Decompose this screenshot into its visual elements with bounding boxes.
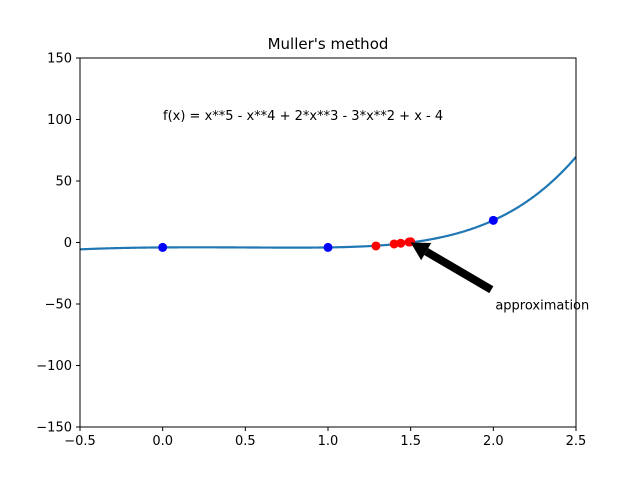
function-curve-layer bbox=[80, 156, 576, 251]
x-tick-label-6: 2.5 bbox=[566, 434, 587, 449]
y-tick-label-3: 0 bbox=[64, 236, 72, 251]
annotation-arrow-shaft bbox=[424, 248, 494, 294]
y-tick-label-0: −150 bbox=[36, 421, 72, 436]
data-point-s1-0 bbox=[371, 241, 381, 251]
data-point-s0-1 bbox=[323, 242, 333, 252]
chart-title: Muller's method bbox=[268, 35, 389, 53]
x-tick-label-1: 0.0 bbox=[152, 434, 173, 449]
function-curve bbox=[80, 156, 576, 251]
annotation-layer: approximation bbox=[410, 242, 589, 314]
y-tick-label-1: −100 bbox=[36, 359, 72, 374]
x-tick-label-5: 2.0 bbox=[483, 434, 504, 449]
x-tick-label-3: 1.0 bbox=[318, 434, 339, 449]
data-point-s0-0 bbox=[158, 242, 168, 252]
function-label: f(x) = x**5 - x**4 + 2*x**3 - 3*x**2 + x… bbox=[163, 109, 443, 124]
x-tick-label-2: 0.5 bbox=[235, 434, 256, 449]
y-tick-label-6: 150 bbox=[47, 52, 72, 67]
x-tick-label-0: −0.5 bbox=[64, 434, 96, 449]
axes-layer: −0.5 0.0 0.5 1.0 1.5 2.0 2.5 −150 −100 −50 0 50 100 1… bbox=[36, 52, 586, 450]
y-tick-label-2: −50 bbox=[45, 298, 72, 313]
data-point-s0-2 bbox=[488, 215, 498, 225]
data-points-layer bbox=[158, 215, 498, 252]
x-tick-label-4: 1.5 bbox=[400, 434, 421, 449]
annotation-text: approximation bbox=[495, 299, 589, 314]
annotation-arrow-head bbox=[410, 242, 432, 261]
y-tick-label-4: 50 bbox=[55, 175, 72, 190]
y-tick-label-5: 100 bbox=[47, 113, 72, 128]
data-point-s1-1 bbox=[389, 239, 399, 249]
data-point-s1-2 bbox=[396, 238, 406, 248]
